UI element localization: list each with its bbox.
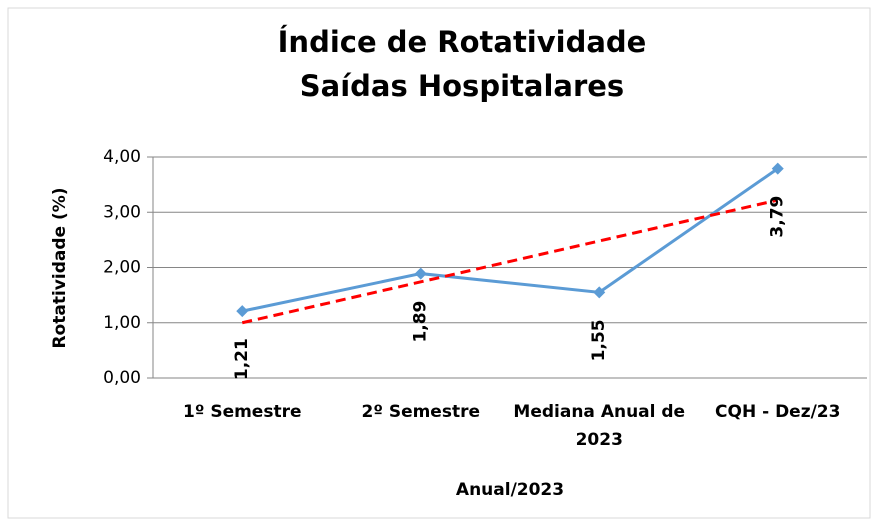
y-tick-label: 1,00 bbox=[103, 313, 141, 333]
y-tick-label: 4,00 bbox=[103, 147, 141, 167]
data-label: 3,79 bbox=[768, 196, 788, 238]
y-axis-label: Rotatividade (%) bbox=[50, 187, 70, 348]
y-tick-label: 2,00 bbox=[103, 258, 141, 278]
line bbox=[241, 167, 779, 313]
trendline bbox=[241, 198, 779, 325]
x-tick-label: 2º Semestre bbox=[361, 402, 480, 422]
marker bbox=[236, 305, 249, 318]
x-tick-label: CQH - Dez/23 bbox=[715, 402, 841, 422]
data-label: 1,21 bbox=[232, 338, 252, 380]
chart-title: Saídas Hospitalares bbox=[300, 69, 624, 103]
x-tick-label: 1º Semestre bbox=[182, 402, 302, 422]
y-tick-label: 0,00 bbox=[103, 368, 141, 388]
x-tick-label: Mediana Anual de 2023 bbox=[513, 402, 686, 450]
y-tick-label: 3,00 bbox=[103, 202, 141, 222]
chart-title: Índice de Rotatividade bbox=[278, 25, 647, 59]
marker bbox=[771, 162, 784, 175]
x-axis-label: Anual/2023 bbox=[456, 480, 564, 500]
data-label: 1,55 bbox=[589, 319, 609, 361]
chart-border bbox=[7, 7, 871, 519]
marker bbox=[593, 286, 606, 299]
data-label: 1,89 bbox=[411, 301, 431, 343]
marker bbox=[414, 267, 427, 280]
